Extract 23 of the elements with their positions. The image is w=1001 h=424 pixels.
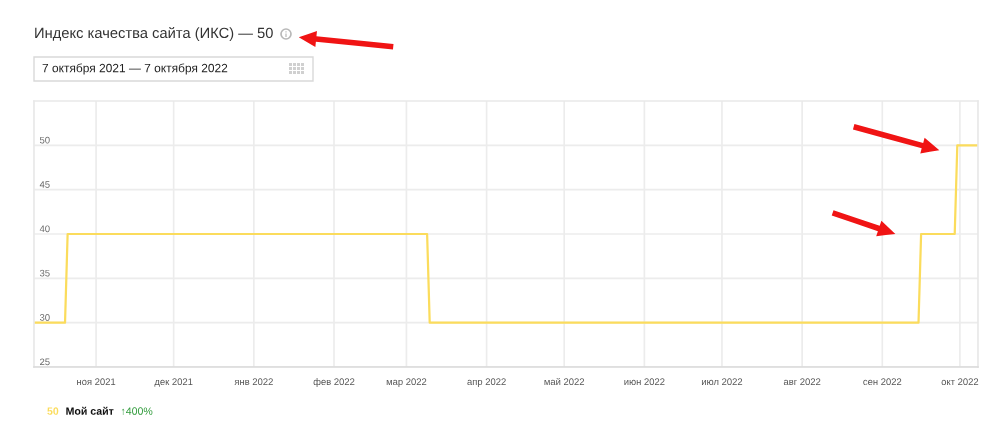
x-tick-label: дек 2021 [154, 378, 193, 387]
x-tick-label: сен 2022 [863, 378, 902, 386]
x-tick-label: июн 2022 [624, 378, 665, 386]
x-tick-label: фев 2022 [313, 378, 355, 387]
x-tick-label: ноя 2021 [77, 378, 116, 386]
y-tick-label: 30 [39, 314, 50, 321]
x-tick-label: май 2022 [544, 377, 585, 386]
x-tick-label: авг 2022 [783, 378, 821, 386]
y-tick-label: 50 [39, 136, 50, 144]
y-tick-label: 40 [39, 225, 50, 233]
text: ↑400% [121, 407, 153, 416]
chart-title: Индекс качества сайта (ИКС) — 50 [35, 27, 273, 41]
text: Мой сайт [66, 406, 114, 415]
x-tick-label: апр 2022 [467, 378, 506, 387]
x-tick-label: окт 2022 [941, 378, 979, 386]
y-tick-label: 45 [39, 181, 50, 188]
x-tick-label: янв 2022 [234, 378, 273, 386]
x-tick-label: июл 2022 [701, 378, 743, 386]
chart-subtitle: 7 октября 2021 — 7 октября 2022 [42, 63, 228, 75]
x-tick-label: мар 2022 [386, 378, 427, 387]
y-tick-label: 35 [39, 269, 50, 277]
text: 50 [47, 407, 59, 415]
y-tick-label: 25 [40, 358, 50, 366]
